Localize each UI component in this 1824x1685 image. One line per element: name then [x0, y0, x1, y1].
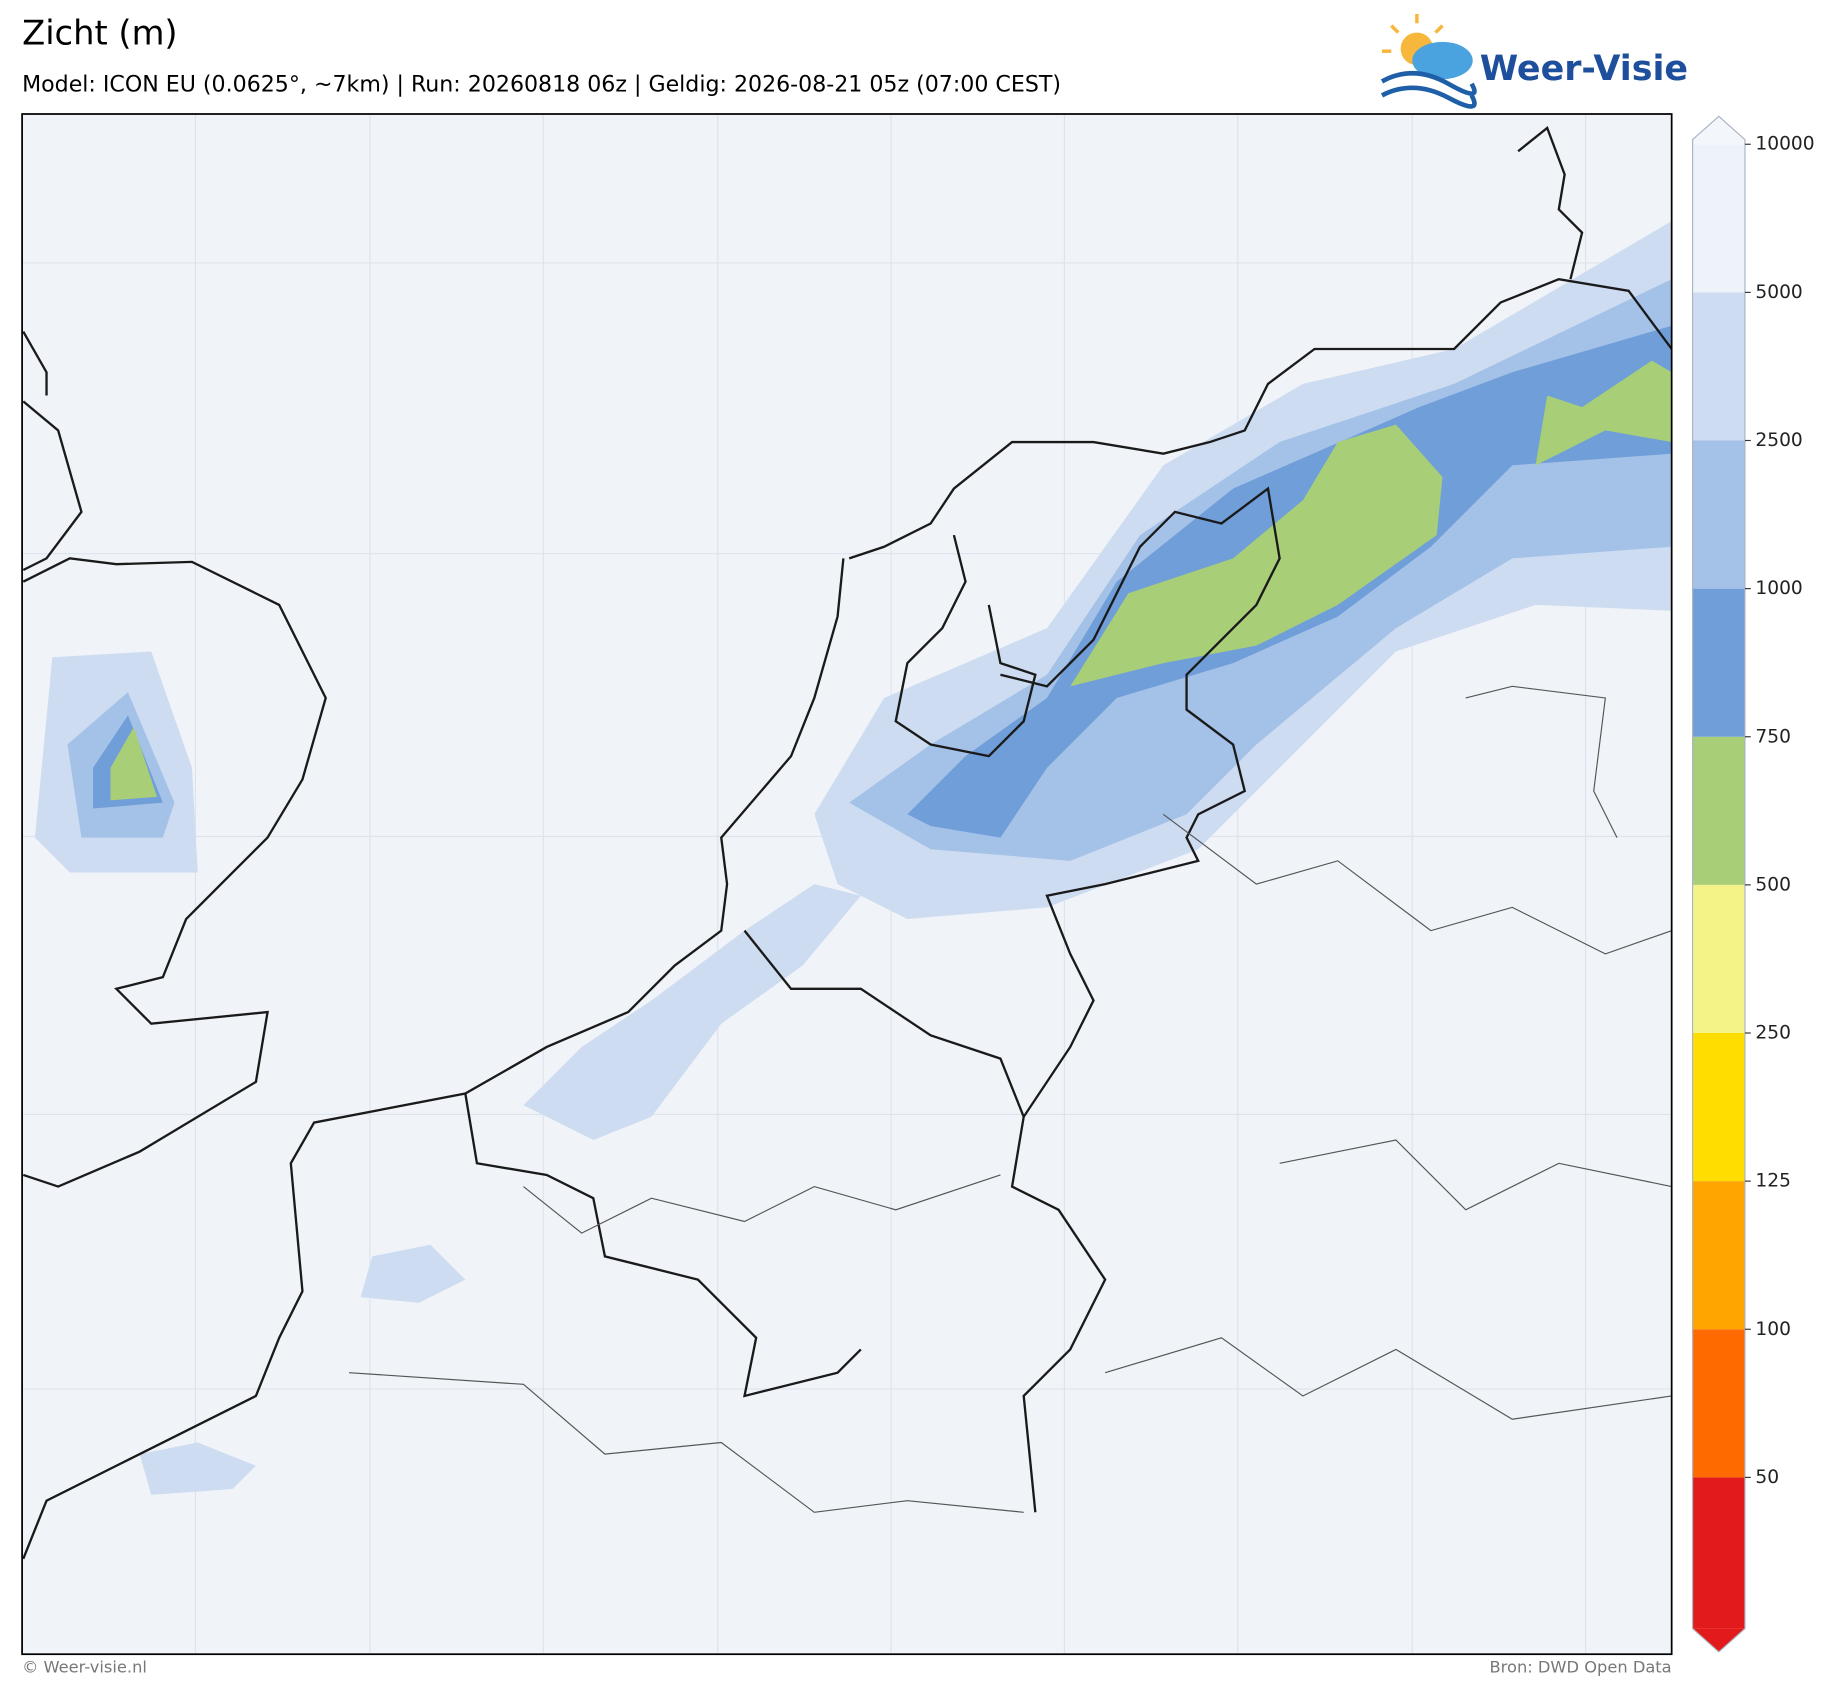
colorbar-segment — [1692, 144, 1745, 293]
footer-right: Bron: DWD Open Data — [1490, 1658, 1672, 1677]
colorbar: 50 100 125 250 500 750 1000 2500 5000 10000 — [1692, 115, 1815, 1653]
content: Zicht (m) Model: ICON EU (0.0625°, ~7km)… — [21, 13, 1815, 1677]
colorbar-extend-high — [1692, 116, 1745, 145]
colorbar-tick-label: 100 — [1755, 1319, 1791, 1340]
colorbar-segment — [1692, 292, 1745, 441]
colorbar-tick-label: 750 — [1755, 726, 1791, 747]
map — [21, 113, 1673, 1656]
colorbar-segment — [1692, 1181, 1745, 1330]
logo: Weer-Visie — [1380, 13, 1688, 109]
colorbar-tick-label: 1000 — [1755, 578, 1802, 599]
colorbar-segment — [1692, 884, 1745, 1034]
colorbar-tick-label: 5000 — [1755, 282, 1802, 303]
colorbar-segment — [1692, 1477, 1745, 1629]
colorbar-segment — [1692, 1033, 1745, 1182]
colorbar-segment — [1692, 736, 1745, 885]
footer-left: © Weer-visie.nl — [22, 1658, 147, 1677]
colorbar-outline — [1692, 115, 1746, 1653]
title: Zicht (m) — [22, 13, 177, 52]
colorbar-tick-label: 250 — [1755, 1023, 1791, 1044]
colorbar-segment — [1692, 440, 1745, 589]
colorbar-tick-label: 50 — [1755, 1467, 1779, 1488]
colorbar-tick-label: 500 — [1755, 874, 1791, 895]
colorbar-extend-low — [1692, 1628, 1745, 1652]
logo-text: Weer-Visie — [1480, 49, 1688, 89]
colorbar-segment — [1692, 1329, 1745, 1478]
colorbar-tick-label: 2500 — [1755, 430, 1802, 451]
colorbar-segment — [1692, 588, 1745, 737]
colorbar-tick-label: 125 — [1755, 1171, 1791, 1192]
colorbar-tick-label: 10000 — [1755, 134, 1814, 155]
subtitle: Model: ICON EU (0.0625°, ~7km) | Run: 20… — [22, 71, 1061, 97]
